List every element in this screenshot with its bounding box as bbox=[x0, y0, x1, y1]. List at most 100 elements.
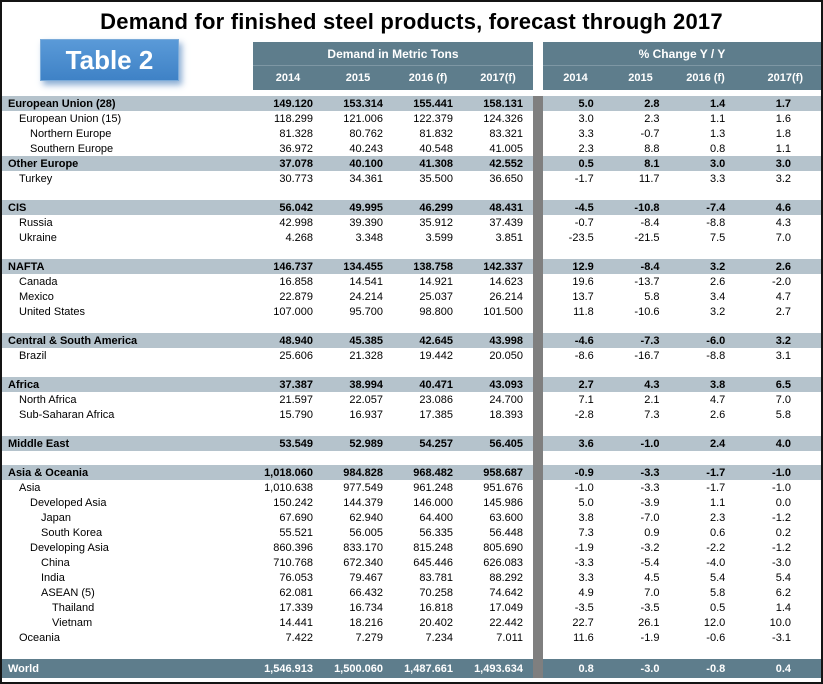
pct-value: 1.4 bbox=[709, 97, 726, 110]
pct-value: -0.9 bbox=[574, 466, 594, 479]
pct-value: -1.9 bbox=[640, 631, 660, 644]
tons-value bbox=[253, 422, 323, 436]
pct-value bbox=[740, 451, 821, 465]
pct-value: -5.4 bbox=[640, 556, 660, 569]
column-group-divider bbox=[533, 645, 543, 659]
pct-value: 4.6 bbox=[775, 201, 791, 214]
pct-value: 0.5 bbox=[709, 601, 726, 614]
tons-value: 76.053 bbox=[279, 571, 313, 584]
tons-value: 56.335 bbox=[419, 526, 453, 539]
tons-value: 860.396 bbox=[273, 541, 313, 554]
tons-value: 54.257 bbox=[419, 437, 453, 450]
row-label: European Union (15) bbox=[19, 112, 122, 125]
tons-value: 83.781 bbox=[419, 571, 453, 584]
tons-value: 98.800 bbox=[419, 305, 453, 318]
pct-value: -8.6 bbox=[574, 349, 594, 362]
table-row: World 1,546.913 1,500.060 1,487.661 1,493.63… bbox=[2, 659, 821, 678]
year-header: 2016 (f) bbox=[408, 72, 448, 84]
row-label: Sub-Saharan Africa bbox=[19, 408, 115, 421]
pct-value: -7.4 bbox=[706, 201, 726, 214]
column-group-divider bbox=[533, 171, 543, 186]
pct-value: -0.7 bbox=[640, 127, 660, 140]
column-group-divider bbox=[533, 245, 543, 259]
table-number-badge: Table 2 bbox=[40, 39, 179, 81]
pct-year-headers: 2014 2015 2016 (f) 2017(f) bbox=[543, 66, 821, 90]
column-group-divider bbox=[533, 407, 543, 422]
tons-value: 17.049 bbox=[489, 601, 523, 614]
tons-value: 138.758 bbox=[413, 260, 453, 273]
tons-value: 951.676 bbox=[483, 481, 523, 494]
column-group-divider bbox=[533, 274, 543, 289]
pct-value: 3.2 bbox=[709, 305, 726, 318]
tons-value bbox=[463, 422, 533, 436]
pct-value: 0.8 bbox=[578, 662, 594, 675]
column-group-divider bbox=[533, 480, 543, 495]
pct-value: 0.8 bbox=[709, 142, 726, 155]
pct-value: -4.6 bbox=[574, 334, 594, 347]
year-header: 2014 bbox=[275, 72, 301, 84]
tons-value: 41.005 bbox=[489, 142, 523, 155]
column-group-divider bbox=[533, 259, 543, 274]
row-label: Russia bbox=[19, 216, 53, 229]
tons-value: 1,010.638 bbox=[264, 481, 313, 494]
tons-value bbox=[253, 186, 323, 200]
pct-value: 3.2 bbox=[775, 172, 791, 185]
pct-value bbox=[675, 645, 741, 659]
tons-value: 66.432 bbox=[349, 586, 383, 599]
pct-value: -1.2 bbox=[772, 541, 791, 554]
table-row: China 710.768 672.340 645.446 626.083 -3.3 -5.… bbox=[2, 555, 821, 570]
spacer-row bbox=[2, 186, 821, 200]
tons-value: 56.405 bbox=[489, 437, 523, 450]
year-header: 2015 bbox=[345, 72, 371, 84]
year-header: 2016 (f) bbox=[686, 72, 725, 84]
pct-value: 5.8 bbox=[644, 290, 660, 303]
pct-value: 5.8 bbox=[775, 408, 791, 421]
pct-value bbox=[609, 451, 675, 465]
pct-value: -3.0 bbox=[640, 662, 660, 675]
tons-value bbox=[393, 422, 463, 436]
column-group-divider bbox=[533, 465, 543, 480]
pct-value: 11.6 bbox=[573, 631, 594, 644]
pct-value: -1.0 bbox=[772, 466, 791, 479]
tons-value: 26.214 bbox=[489, 290, 523, 303]
pct-value: 7.3 bbox=[578, 526, 594, 539]
tons-value bbox=[463, 319, 533, 333]
tons-value: 40.548 bbox=[419, 142, 453, 155]
tons-value: 35.500 bbox=[419, 172, 453, 185]
row-label bbox=[2, 363, 253, 377]
table-row: Northern Europe 81.328 80.762 81.832 83.321 3… bbox=[2, 126, 821, 141]
column-group-divider bbox=[533, 96, 543, 111]
pct-value: -8.4 bbox=[640, 260, 660, 273]
tons-value: 23.086 bbox=[419, 393, 453, 406]
table-row: Central & South America 48.940 45.385 42.64… bbox=[2, 333, 821, 348]
tons-value: 833.170 bbox=[343, 541, 383, 554]
year-header: 2014 bbox=[563, 72, 588, 84]
column-group-divider bbox=[533, 230, 543, 245]
tons-value: 118.299 bbox=[274, 112, 313, 125]
table-row: Vietnam 14.441 18.216 20.402 22.442 22.7 26.1 1… bbox=[2, 615, 821, 630]
pct-value: 4.7 bbox=[709, 393, 726, 406]
pct-value: 1.1 bbox=[709, 496, 726, 509]
pct-value: 12.0 bbox=[703, 616, 726, 629]
column-group-divider bbox=[533, 540, 543, 555]
tons-value: 14.921 bbox=[419, 275, 453, 288]
tons-value: 18.216 bbox=[349, 616, 383, 629]
tons-value: 20.050 bbox=[489, 349, 523, 362]
pct-value: -13.7 bbox=[634, 275, 660, 288]
pct-value: -1.0 bbox=[772, 481, 791, 494]
pct-value bbox=[609, 245, 675, 259]
table-body: European Union (28) 149.120 153.314 155.441… bbox=[2, 96, 821, 678]
column-group-divider bbox=[533, 451, 543, 465]
pct-value bbox=[609, 422, 675, 436]
pct-group-header: % Change Y / Y 2014 2015 2016 (f) 2017(f) bbox=[543, 42, 821, 90]
tons-value: 53.549 bbox=[279, 437, 313, 450]
pct-value: 11.8 bbox=[573, 305, 594, 318]
pct-value: 2.6 bbox=[709, 408, 726, 421]
tons-value: 968.482 bbox=[413, 466, 453, 479]
year-header: 2017(f) bbox=[767, 72, 803, 84]
column-group-divider bbox=[533, 570, 543, 585]
tons-value: 41.308 bbox=[419, 157, 453, 170]
table-row: Canada 16.858 14.541 14.921 14.623 19.6 -13.7 2… bbox=[2, 274, 821, 289]
row-label: Northern Europe bbox=[30, 127, 112, 140]
row-label: NAFTA bbox=[8, 260, 45, 273]
